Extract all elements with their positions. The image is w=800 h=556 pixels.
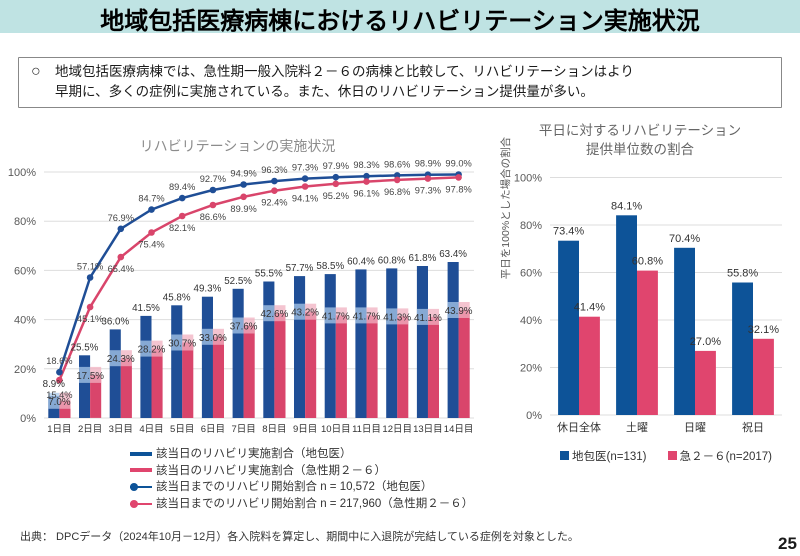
- svg-text:60.8%: 60.8%: [632, 256, 663, 268]
- svg-text:32.1%: 32.1%: [748, 324, 779, 336]
- svg-text:55.5%: 55.5%: [255, 269, 283, 280]
- svg-text:36.0%: 36.0%: [101, 316, 129, 327]
- svg-text:45.1%: 45.1%: [77, 314, 103, 324]
- svg-text:9日目: 9日目: [293, 424, 317, 435]
- svg-text:13日目: 13日目: [413, 424, 443, 435]
- svg-text:60.4%: 60.4%: [347, 256, 375, 267]
- svg-text:95.2%: 95.2%: [323, 191, 349, 201]
- svg-text:41.7%: 41.7%: [322, 311, 350, 322]
- svg-text:63.4%: 63.4%: [439, 249, 467, 260]
- svg-text:41.3%: 41.3%: [383, 312, 411, 323]
- svg-text:94.1%: 94.1%: [292, 194, 318, 204]
- svg-text:40%: 40%: [14, 315, 36, 327]
- svg-text:41.1%: 41.1%: [414, 313, 442, 324]
- svg-text:58.5%: 58.5%: [316, 261, 344, 272]
- svg-text:20%: 20%: [14, 364, 36, 376]
- svg-text:57.1%: 57.1%: [77, 262, 103, 272]
- svg-text:4日目: 4日目: [139, 424, 163, 435]
- svg-text:11日目: 11日目: [352, 424, 381, 435]
- svg-text:日曜: 日曜: [684, 421, 706, 434]
- svg-text:60%: 60%: [520, 268, 542, 280]
- svg-text:25.5%: 25.5%: [71, 342, 99, 353]
- svg-text:96.1%: 96.1%: [353, 189, 379, 199]
- svg-text:37.6%: 37.6%: [230, 322, 258, 333]
- svg-text:28.2%: 28.2%: [138, 345, 166, 356]
- svg-text:49.3%: 49.3%: [194, 284, 222, 295]
- svg-text:10日目: 10日目: [321, 424, 351, 435]
- svg-text:60.8%: 60.8%: [378, 255, 406, 266]
- svg-text:5日目: 5日目: [170, 424, 194, 435]
- svg-text:75.4%: 75.4%: [138, 240, 164, 250]
- svg-text:52.5%: 52.5%: [224, 276, 252, 287]
- svg-text:2日目: 2日目: [78, 424, 102, 435]
- svg-text:92.4%: 92.4%: [261, 198, 287, 208]
- svg-text:99.0%: 99.0%: [445, 159, 471, 169]
- svg-text:8.9%: 8.9%: [43, 379, 66, 390]
- svg-text:100%: 100%: [514, 173, 542, 185]
- svg-text:70.4%: 70.4%: [669, 233, 700, 245]
- svg-text:42.6%: 42.6%: [261, 309, 289, 320]
- svg-text:8日目: 8日目: [262, 424, 286, 435]
- svg-text:84.7%: 84.7%: [138, 194, 164, 204]
- svg-text:76.9%: 76.9%: [108, 213, 134, 223]
- svg-text:98.6%: 98.6%: [384, 159, 410, 169]
- svg-text:20%: 20%: [520, 363, 542, 375]
- svg-text:0%: 0%: [20, 413, 36, 425]
- svg-text:45.8%: 45.8%: [163, 292, 191, 303]
- svg-text:80%: 80%: [14, 216, 36, 228]
- svg-text:89.9%: 89.9%: [230, 204, 256, 214]
- svg-text:7日目: 7日目: [231, 424, 255, 435]
- svg-text:1日目: 1日目: [47, 424, 71, 435]
- svg-text:96.8%: 96.8%: [384, 187, 410, 197]
- svg-text:98.3%: 98.3%: [353, 160, 379, 170]
- svg-text:96.3%: 96.3%: [261, 165, 287, 175]
- svg-text:12日目: 12日目: [382, 424, 412, 435]
- svg-text:86.6%: 86.6%: [200, 212, 226, 222]
- svg-text:27.0%: 27.0%: [690, 336, 721, 348]
- svg-text:40%: 40%: [520, 315, 542, 327]
- svg-text:18.6%: 18.6%: [46, 356, 72, 366]
- svg-text:41.7%: 41.7%: [353, 311, 381, 322]
- svg-text:97.9%: 97.9%: [323, 161, 349, 171]
- svg-text:33.0%: 33.0%: [199, 333, 227, 344]
- svg-text:0%: 0%: [526, 410, 542, 422]
- svg-text:41.4%: 41.4%: [574, 302, 605, 314]
- svg-text:17.5%: 17.5%: [76, 371, 104, 382]
- svg-text:6日目: 6日目: [201, 424, 225, 435]
- svg-text:97.3%: 97.3%: [292, 163, 318, 173]
- svg-text:61.8%: 61.8%: [409, 253, 437, 264]
- svg-text:92.7%: 92.7%: [200, 174, 226, 184]
- svg-text:24.3%: 24.3%: [107, 354, 135, 365]
- svg-text:80%: 80%: [520, 220, 542, 232]
- svg-text:7.0%: 7.0%: [48, 397, 71, 408]
- svg-text:94.9%: 94.9%: [230, 169, 256, 179]
- svg-text:60%: 60%: [14, 265, 36, 277]
- svg-text:73.4%: 73.4%: [553, 226, 584, 238]
- svg-text:57.7%: 57.7%: [286, 263, 314, 274]
- svg-text:82.1%: 82.1%: [169, 223, 195, 233]
- svg-text:祝日: 祝日: [742, 420, 764, 434]
- svg-text:65.4%: 65.4%: [108, 264, 134, 274]
- svg-text:89.4%: 89.4%: [169, 182, 195, 192]
- svg-text:30.7%: 30.7%: [168, 339, 196, 350]
- svg-text:41.5%: 41.5%: [132, 303, 160, 314]
- svg-text:43.9%: 43.9%: [445, 306, 473, 317]
- svg-text:土曜: 土曜: [626, 421, 648, 434]
- svg-text:14日目: 14日目: [444, 424, 474, 435]
- svg-text:84.1%: 84.1%: [611, 200, 642, 212]
- svg-text:97.8%: 97.8%: [445, 184, 471, 194]
- svg-text:100%: 100%: [8, 167, 36, 179]
- svg-text:97.3%: 97.3%: [415, 186, 441, 196]
- svg-text:43.2%: 43.2%: [291, 308, 319, 319]
- svg-text:98.9%: 98.9%: [415, 159, 441, 169]
- svg-text:休日全体: 休日全体: [557, 420, 601, 434]
- svg-text:55.8%: 55.8%: [727, 268, 758, 280]
- svg-text:3日目: 3日目: [109, 424, 133, 435]
